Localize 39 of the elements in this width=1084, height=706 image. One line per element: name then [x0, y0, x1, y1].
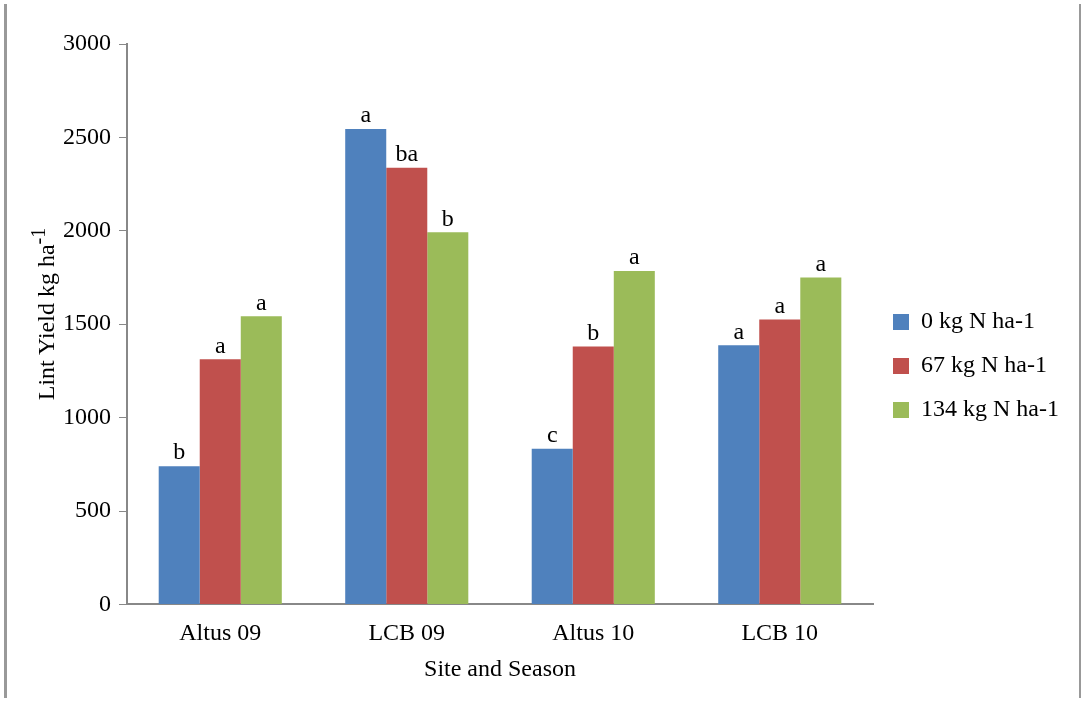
y-tick-label: 3000	[63, 29, 111, 56]
data-label: a	[774, 291, 786, 318]
x-tick-label: Altus 09	[179, 619, 262, 646]
bar	[531, 448, 573, 604]
bar	[427, 232, 469, 604]
bar	[386, 167, 428, 604]
data-label: c	[546, 421, 558, 448]
legend-label: 134 kg N ha-1	[921, 395, 1060, 422]
x-tick-label: LCB 09	[368, 619, 446, 646]
data-label: b	[441, 204, 454, 231]
x-tick-label: Altus 10	[552, 619, 635, 646]
bar	[718, 345, 760, 604]
data-label: a	[815, 249, 827, 276]
data-label: a	[360, 101, 372, 128]
y-tick-label: 1000	[63, 402, 111, 429]
y-tick-label: 2500	[63, 122, 111, 149]
bar	[572, 346, 614, 604]
x-tick-label: LCB 10	[741, 619, 819, 646]
x-axis-title: Site and Season	[424, 654, 576, 681]
y-tick-label: 0	[99, 589, 111, 616]
y-tick-label: 2000	[63, 216, 111, 243]
data-label: a	[214, 331, 226, 358]
bar	[240, 316, 282, 604]
legend-label: 67 kg N ha-1	[921, 351, 1048, 378]
data-label: a	[628, 243, 640, 270]
data-label: ba	[395, 139, 419, 166]
bar	[759, 319, 801, 604]
bar	[199, 359, 241, 604]
data-label: b	[587, 318, 600, 345]
bar	[613, 270, 655, 604]
bar	[800, 277, 842, 604]
y-tick-label: 1500	[63, 309, 111, 336]
data-label: b	[173, 438, 186, 465]
bar	[345, 128, 387, 604]
bar	[158, 466, 200, 604]
data-label: a	[255, 288, 267, 315]
data-label: a	[733, 317, 745, 344]
y-tick-label: 500	[75, 496, 111, 523]
legend-label: 0 kg N ha-1	[921, 307, 1036, 334]
